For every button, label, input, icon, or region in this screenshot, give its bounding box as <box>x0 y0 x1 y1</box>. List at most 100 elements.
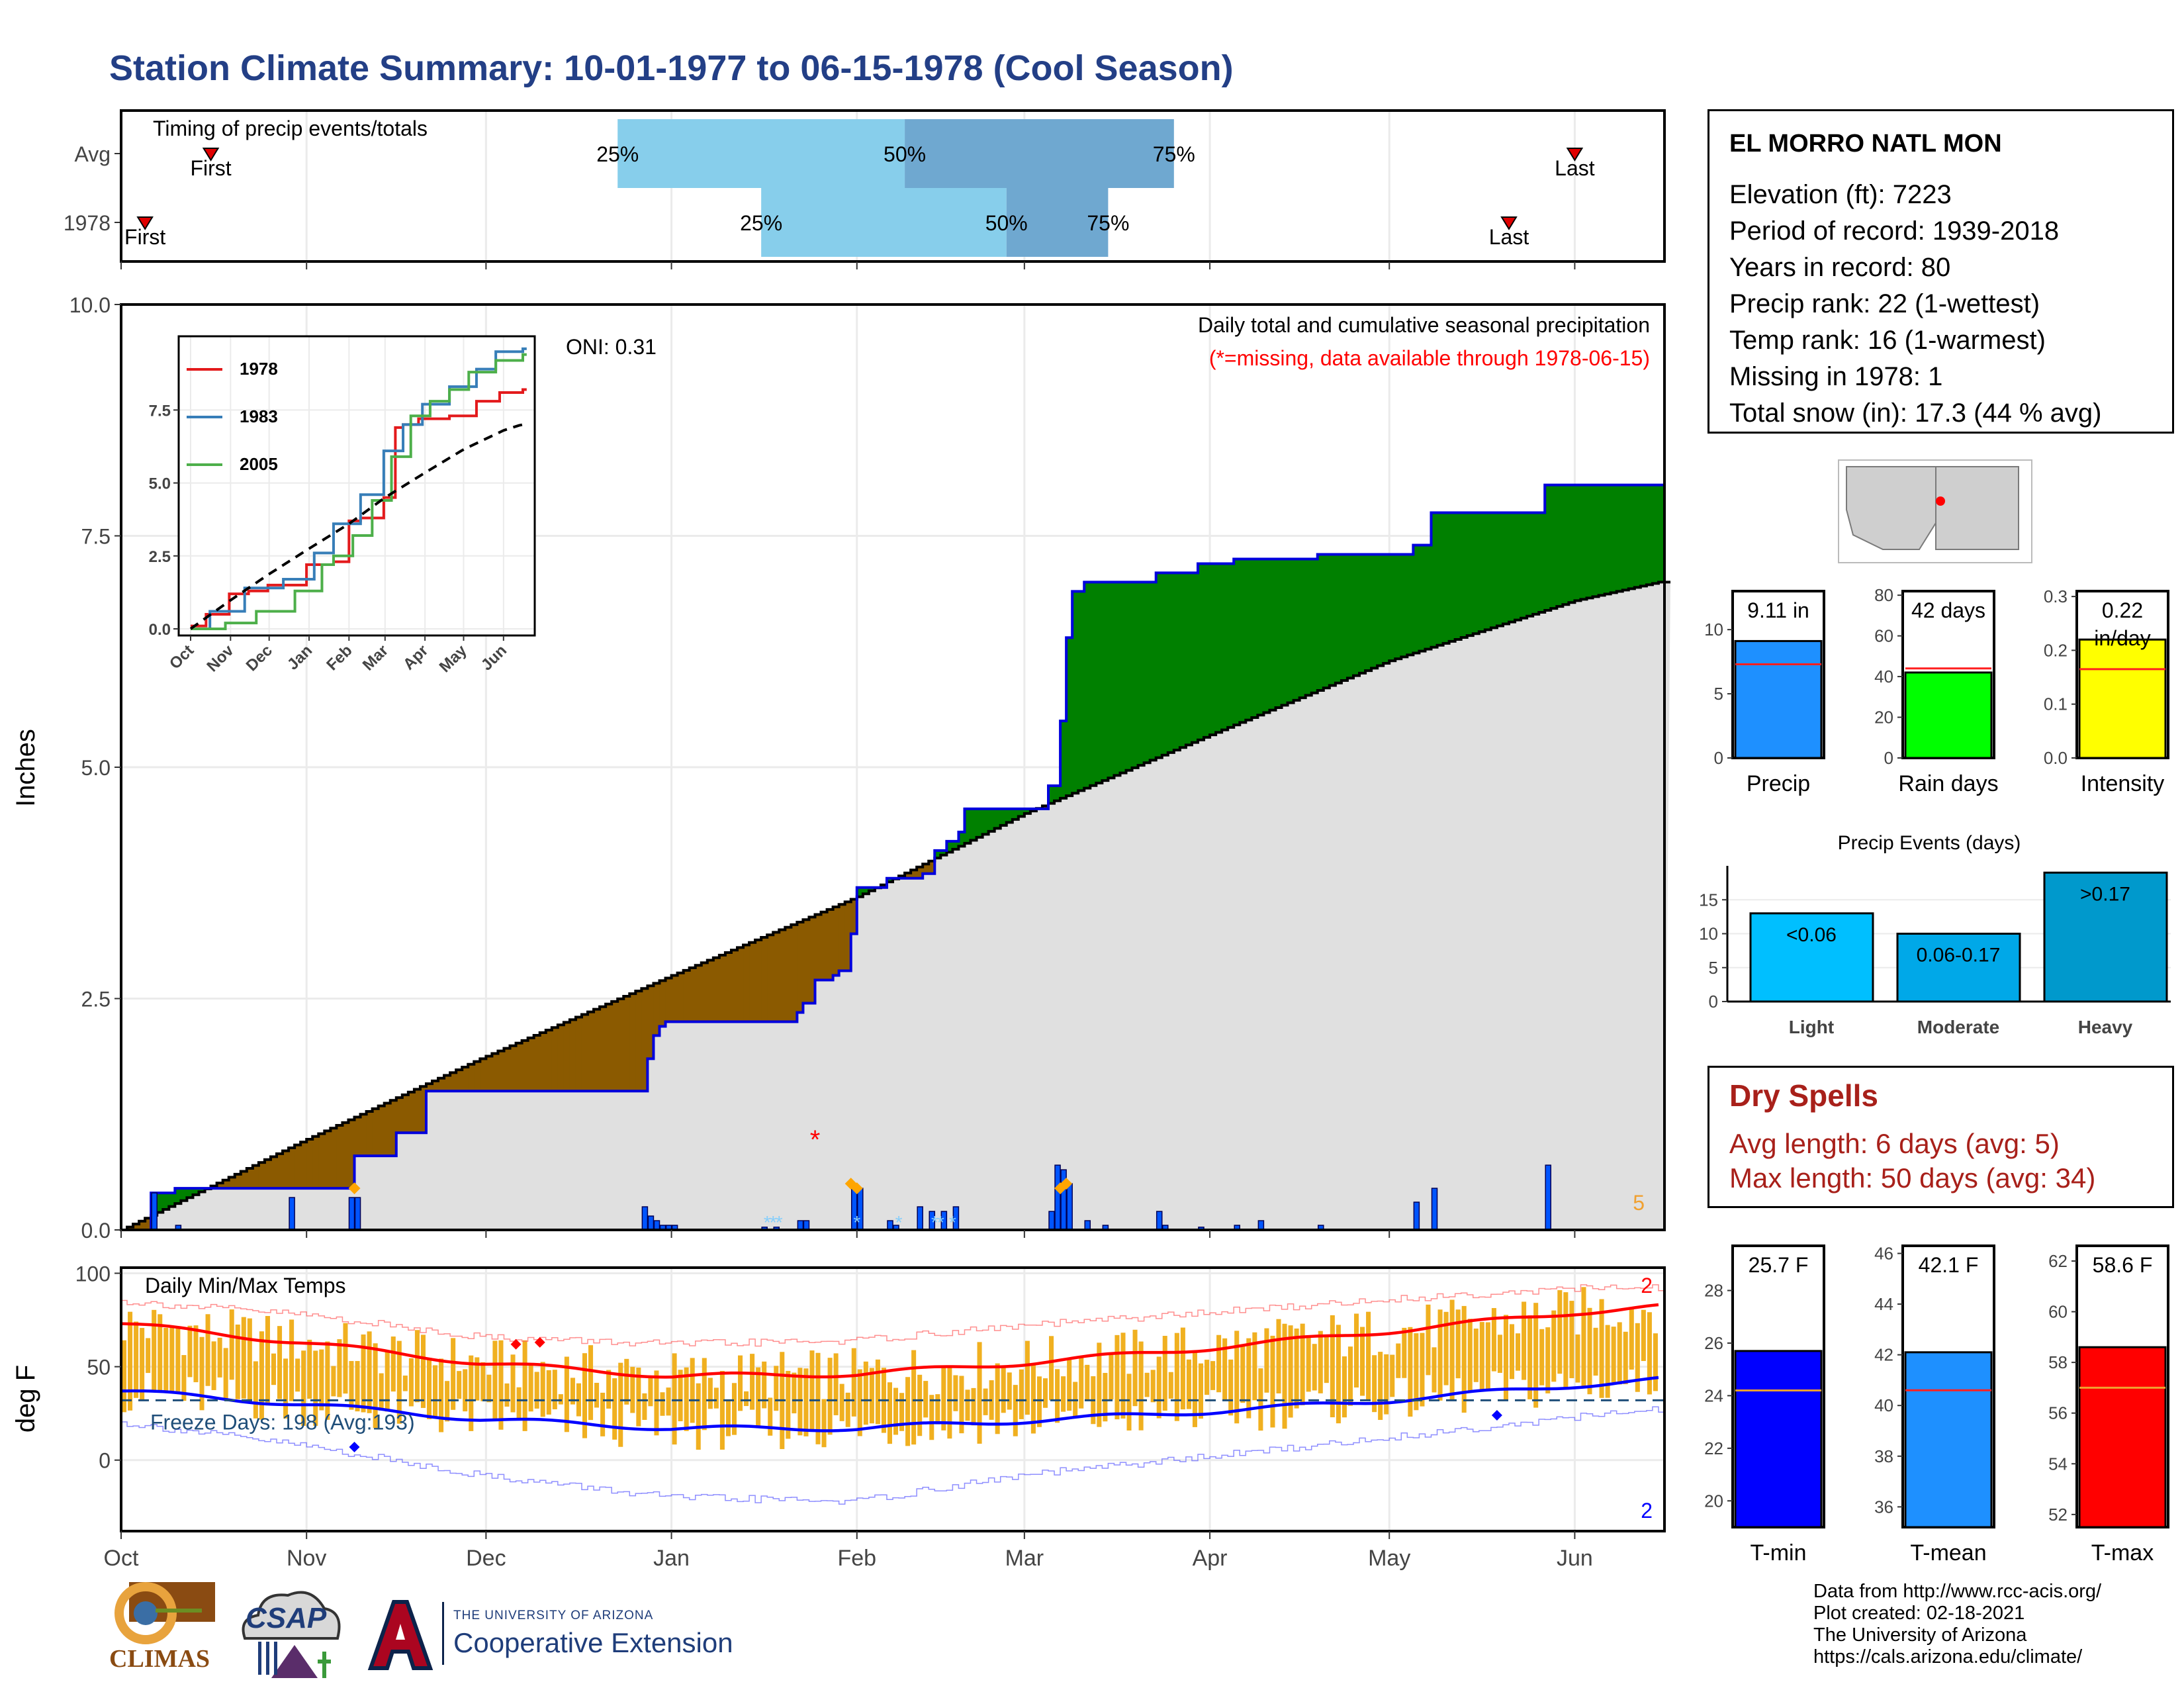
daily-temp-bar <box>1497 1335 1502 1373</box>
rain-days-tick-label: 0 <box>1884 748 1893 768</box>
daily-temp-bar <box>1461 1305 1467 1413</box>
daily-temp-bar <box>1533 1303 1539 1408</box>
daily-temp-bar <box>618 1362 623 1447</box>
above-avg-fill <box>1167 573 1175 753</box>
above-avg-fill <box>1574 485 1582 601</box>
above-avg-fill <box>1132 582 1139 768</box>
precip-y-label: Inches <box>11 729 40 807</box>
snow-marker <box>850 1182 863 1195</box>
intensity-tick-label: 0.2 <box>2044 640 2068 660</box>
rain-days-category-label: Rain days <box>1898 771 1998 796</box>
below-avg-fill <box>797 922 804 1013</box>
daily-temp-bar <box>140 1328 145 1400</box>
above-avg-fill <box>1108 582 1115 778</box>
precip-total-value-label: 9.11 in <box>1747 598 1809 622</box>
trace-marker: * <box>776 1212 783 1233</box>
above-avg-fill <box>988 808 995 831</box>
above-avg-fill <box>946 841 953 853</box>
below-avg-fill <box>677 972 684 1022</box>
daily-temp-bar <box>1132 1329 1138 1407</box>
below-avg-fill <box>707 960 714 1022</box>
daily-temp-bar <box>1360 1327 1365 1396</box>
daily-temp-bar <box>1276 1319 1281 1393</box>
below-avg-fill <box>283 1150 289 1189</box>
daily-temp-bar <box>792 1372 797 1414</box>
daily-precip-bar <box>1066 1183 1073 1231</box>
timing-p75-label: 75% <box>1153 142 1195 166</box>
below-avg-fill <box>594 1009 600 1092</box>
above-avg-fill <box>1096 582 1103 783</box>
precip-y-tick-label: 2.5 <box>81 988 111 1011</box>
above-avg-fill <box>1054 785 1061 801</box>
daily-temp-bar <box>498 1340 504 1430</box>
tmax-tick-label: 52 <box>2048 1505 2068 1524</box>
daily-temp-bar <box>666 1387 671 1416</box>
daily-temp-bar <box>1623 1331 1628 1385</box>
above-avg-fill <box>1305 559 1312 696</box>
daily-temp-bar <box>1426 1304 1431 1376</box>
daily-temp-bar <box>917 1374 923 1436</box>
timing-p25-label: 25% <box>740 211 782 235</box>
timing-panel-border <box>120 109 1666 263</box>
tmax-bar <box>2078 1346 2167 1528</box>
above-avg-fill <box>856 887 864 897</box>
daily-temp-bar <box>1455 1309 1461 1379</box>
daily-precip-bar <box>151 1192 158 1231</box>
below-avg-fill <box>773 932 780 1022</box>
credits-line: The University of Arizona <box>1813 1624 2027 1646</box>
above-avg-fill <box>181 1188 188 1201</box>
events-category-label: Moderate <box>1917 1017 1999 1037</box>
above-avg-fill <box>1467 512 1474 636</box>
daily-temp-bar <box>193 1325 199 1383</box>
daily-temp-bar <box>1246 1338 1251 1419</box>
daily-temp-bar <box>1085 1364 1090 1400</box>
below-avg-fill <box>785 927 792 1022</box>
above-avg-fill <box>1228 563 1234 727</box>
below-avg-fill <box>588 1011 594 1092</box>
below-avg-fill <box>366 1111 373 1156</box>
above-avg-fill <box>1502 512 1510 624</box>
station-period: Period of record: 1939-2018 <box>1729 216 2060 246</box>
daily-temp-bar <box>642 1393 647 1420</box>
below-avg-fill <box>270 1156 277 1189</box>
month-tick-label: Jan <box>653 1546 690 1571</box>
below-avg-fill <box>240 1171 248 1189</box>
above-avg-fill <box>1533 512 1539 614</box>
daily-temp-bar <box>163 1327 169 1391</box>
above-avg-fill <box>1317 554 1324 690</box>
above-avg-fill <box>1634 485 1641 588</box>
events-category-label: Heavy <box>2078 1017 2133 1037</box>
above-avg-fill <box>1018 808 1025 817</box>
tmin-tick-label: 20 <box>1704 1491 1723 1511</box>
daily-precip-bar <box>1054 1164 1061 1231</box>
daily-temp-bar <box>1030 1364 1036 1434</box>
below-avg-fill <box>719 955 726 1022</box>
daily-temp-bar <box>510 1354 516 1413</box>
daily-temp-bar <box>833 1353 839 1415</box>
above-avg-fill <box>1377 554 1384 666</box>
daily-temp-bar <box>1641 1309 1646 1362</box>
daily-temp-bar <box>457 1371 462 1399</box>
daily-precip-bar <box>641 1206 649 1231</box>
daily-temp-bar <box>971 1387 976 1426</box>
daily-temp-bar <box>612 1378 617 1440</box>
daily-precip-bar <box>1156 1211 1163 1231</box>
daily-temp-bar <box>1138 1341 1144 1430</box>
above-avg-fill <box>958 831 966 847</box>
daily-temp-bar <box>181 1355 187 1401</box>
daily-temp-bar <box>1174 1333 1179 1421</box>
daily-temp-bar <box>1527 1315 1533 1399</box>
daily-temp-bar <box>445 1381 450 1422</box>
daily-temp-bar <box>1156 1356 1161 1419</box>
month-tick-label: Nov <box>287 1546 326 1571</box>
intensity-tick-label: 0.1 <box>2044 694 2068 714</box>
above-avg-fill <box>1210 563 1216 735</box>
trace-marker: * <box>770 1212 777 1233</box>
below-avg-fill <box>695 965 702 1022</box>
daily-temp-bar <box>1192 1350 1197 1427</box>
events-category-label: Light <box>1789 1017 1834 1037</box>
above-avg-fill <box>1610 485 1617 593</box>
above-avg-fill <box>952 841 960 849</box>
below-avg-fill <box>414 1089 421 1133</box>
below-avg-fill <box>516 1043 523 1092</box>
